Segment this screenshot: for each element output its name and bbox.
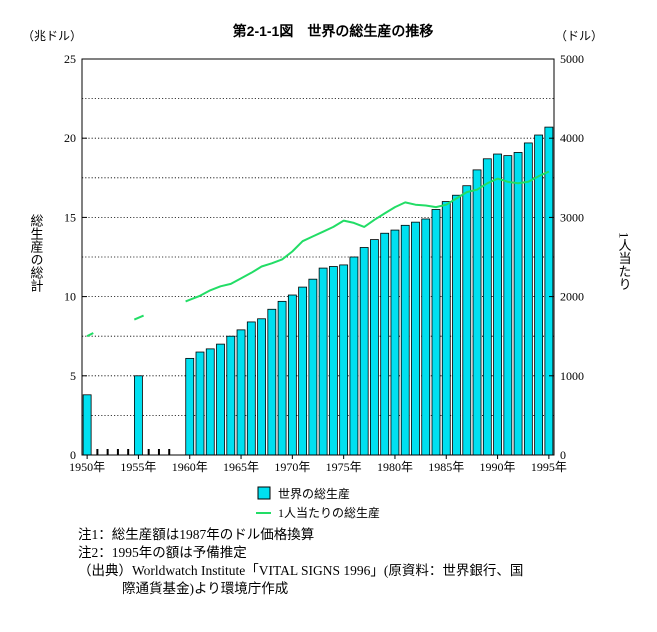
right-axis-unit: （ドル） [555,29,603,43]
bar [513,152,523,456]
x-tick-label: 1975年 [326,460,362,474]
left-tick-label: 0 [70,448,76,462]
bar [246,321,256,456]
source-line-1: （出典）Worldwatch Institute「VITAL SIGNS 199… [78,563,524,578]
series-line [86,332,94,338]
x-tick-label: 1955年 [120,460,156,474]
tick-labels: 0 5 10 15 20 25 0 1000 2000 3000 4000 5000 1950年 1955… [64,52,584,474]
left-tick-label: 20 [64,131,76,145]
bar [482,158,492,456]
bar [318,267,328,456]
bar [298,286,308,456]
bar [431,209,441,456]
series-line [185,170,550,303]
bar [534,134,544,456]
bar [339,264,349,456]
left-tick-label: 10 [64,290,76,304]
bar [380,232,390,456]
bar [472,169,482,456]
axis-break-marks [96,449,171,455]
bar [287,294,297,456]
x-tick-label: 1970年 [274,460,310,474]
bar-series [82,126,554,456]
x-tick-label: 1990年 [480,460,516,474]
bar [82,394,92,456]
line-series [86,170,550,338]
bar [205,348,215,456]
bar [523,142,533,456]
right-axis-label: 1人当たり [617,232,632,291]
plot-frame [81,58,555,456]
bar [493,153,502,456]
bar [267,308,277,456]
left-tick-label: 25 [64,52,76,66]
bar [421,218,431,456]
left-tick-label: 5 [70,369,76,383]
bar [236,329,246,456]
bar [390,229,400,456]
x-tick-label: 1965年 [223,460,259,474]
right-tick-label: 2000 [560,290,584,304]
bar [308,278,318,456]
legend-label-bar: 世界の総生産 [278,486,350,501]
bar [195,351,205,456]
bar [359,247,369,456]
note-1: 注1：総生産額は1987年のドル価格換算 [78,527,315,542]
bar [452,194,461,456]
bar [441,201,451,456]
bar [216,343,225,456]
bar [462,185,472,456]
bar [328,266,338,456]
bar [411,221,420,456]
bar [134,375,143,456]
series-line [133,314,144,321]
bar [185,357,195,456]
left-axis-unit: （兆ドル） [22,29,82,43]
bar [257,318,266,456]
left-tick-label: 15 [64,210,76,224]
legend-swatch-bar [257,486,271,500]
right-tick-label: 5000 [560,52,584,66]
x-tick-label: 1950年 [69,460,105,474]
right-tick-label: 4000 [560,131,584,145]
axes [81,58,555,456]
x-tick-label: 1960年 [172,460,208,474]
bar [544,126,554,456]
bar [226,335,236,456]
bar [503,155,513,456]
note-2: 注2：1995年の額は予備推定 [78,545,247,560]
right-tick-label: 3000 [560,210,584,224]
bar [370,239,379,456]
right-tick-label: 0 [560,448,566,462]
bar [277,300,287,456]
legend-label-line: 1人当たりの総生産 [278,505,380,520]
x-tick-label: 1980年 [377,460,413,474]
chart-title: 第2-1-1図 世界の総生産の推移 [233,23,434,39]
legend: 世界の総生産 1人当たりの総生産 [256,486,380,520]
left-axis-label: 総生産の総計 [29,214,44,292]
right-tick-label: 1000 [560,369,584,383]
x-tick-label: 1995年 [531,460,567,474]
notes: 注1：総生産額は1987年のドル価格換算 注2：1995年の額は予備推定 （出典… [78,526,638,598]
source-line-2: 際通貨基金)より環境庁作成 [122,581,289,596]
x-tick-label: 1985年 [428,460,464,474]
bar [349,256,359,456]
bar [400,224,410,456]
